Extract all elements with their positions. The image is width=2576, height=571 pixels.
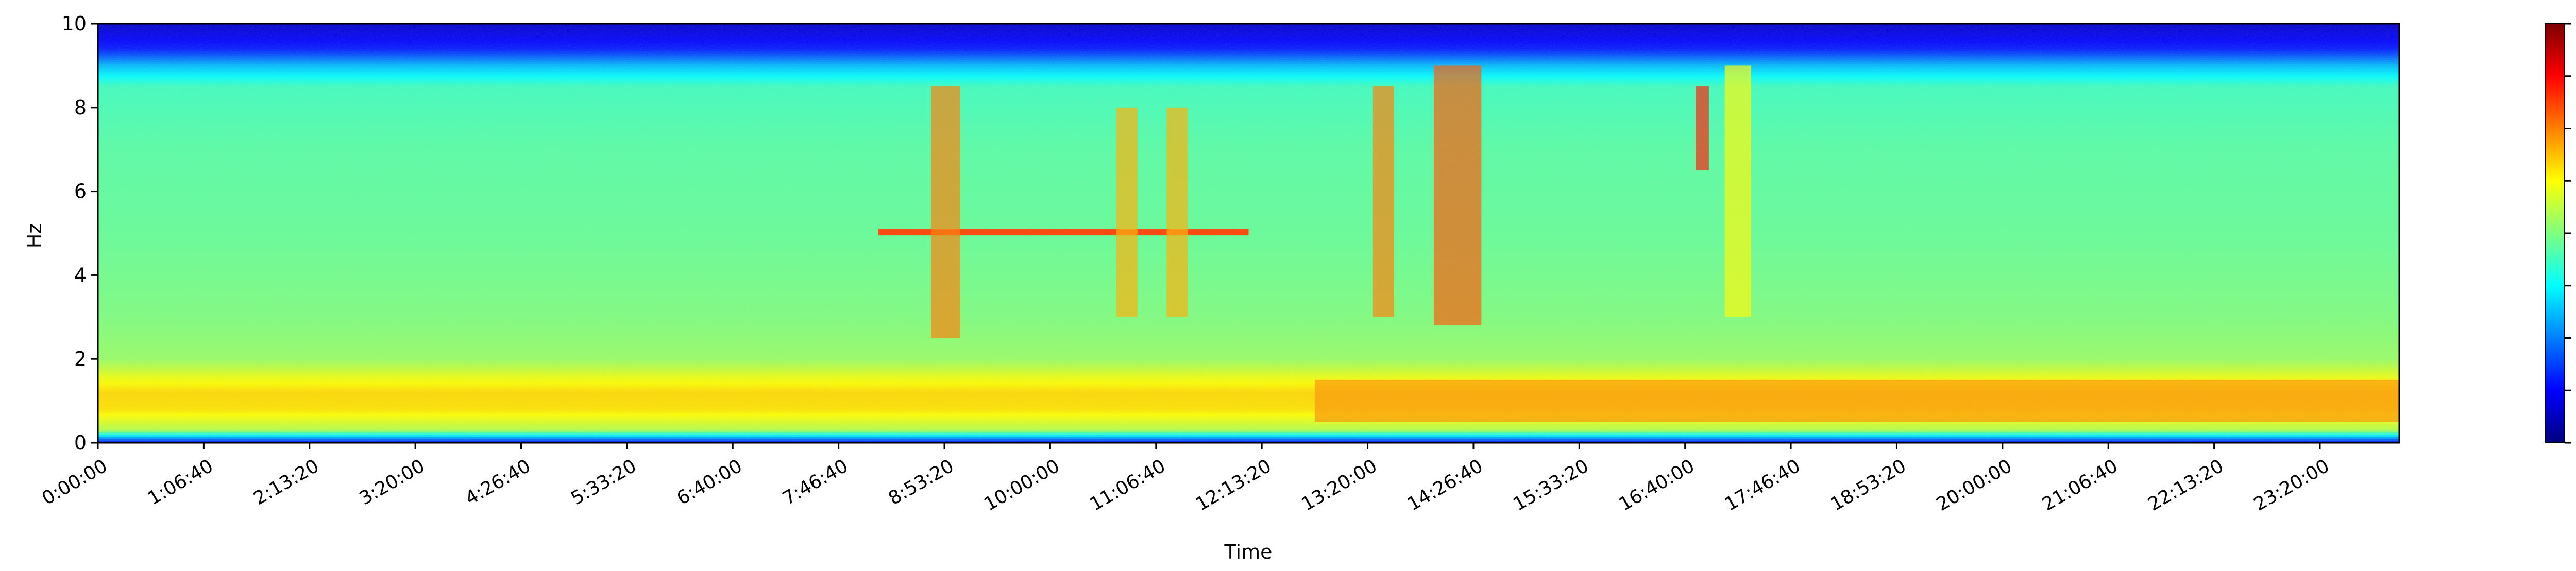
x-axis-label: Time xyxy=(1224,541,1273,563)
x-tick-label: 11:06:40 xyxy=(1087,455,1170,515)
x-tick-label: 1:06:40 xyxy=(144,455,217,509)
noise-texture xyxy=(98,24,2399,443)
x-tick-label: 21:06:40 xyxy=(2039,455,2122,515)
x-tick-label: 18:53:20 xyxy=(1827,455,1910,515)
colorbar-gradient xyxy=(2545,23,2565,443)
x-tick-label: 3:20:00 xyxy=(356,455,429,509)
x-tick-label: 17:46:40 xyxy=(1721,455,1804,515)
y-tick-label: 4 xyxy=(74,264,87,286)
x-tick-label: 0:00:00 xyxy=(39,455,111,509)
x-tick-label: 5:33:20 xyxy=(568,455,640,509)
plot-frame xyxy=(97,23,2400,444)
colorbar: +0 dB-10 dB-20 dB-30 dB-40 dB-50 dB-60 d… xyxy=(2545,23,2571,444)
x-tick-label: 23:20:00 xyxy=(2250,455,2333,515)
spectrogram-plot-area xyxy=(98,24,2399,443)
x-tick-label: 13:20:00 xyxy=(1298,455,1381,515)
x-tick-label: 20:00:00 xyxy=(1933,455,2016,515)
x-tick-label: 10:00:00 xyxy=(980,455,1063,515)
x-tick-label: 6:40:00 xyxy=(673,455,746,509)
x-tick-label: 15:33:20 xyxy=(1510,455,1592,515)
y-tick-label: 0 xyxy=(74,431,87,454)
x-tick-label: 2:13:20 xyxy=(250,455,323,509)
x-tick-label: 12:13:20 xyxy=(1192,455,1275,515)
x-tick-label: 8:53:20 xyxy=(885,455,958,509)
x-tick-label: 7:46:40 xyxy=(779,455,852,509)
y-tick-label: 10 xyxy=(62,12,87,35)
y-tick-label: 2 xyxy=(74,348,87,370)
x-tick-label: 16:40:00 xyxy=(1615,455,1698,515)
y-tick-label: 6 xyxy=(74,180,87,203)
y-axis-label: Hz xyxy=(23,223,46,249)
y-tick-label: 8 xyxy=(74,96,87,119)
x-tick-label: 14:26:40 xyxy=(1404,455,1487,515)
x-tick-label: 22:13:20 xyxy=(2144,455,2227,515)
x-tick-label: 4:26:40 xyxy=(462,455,534,509)
